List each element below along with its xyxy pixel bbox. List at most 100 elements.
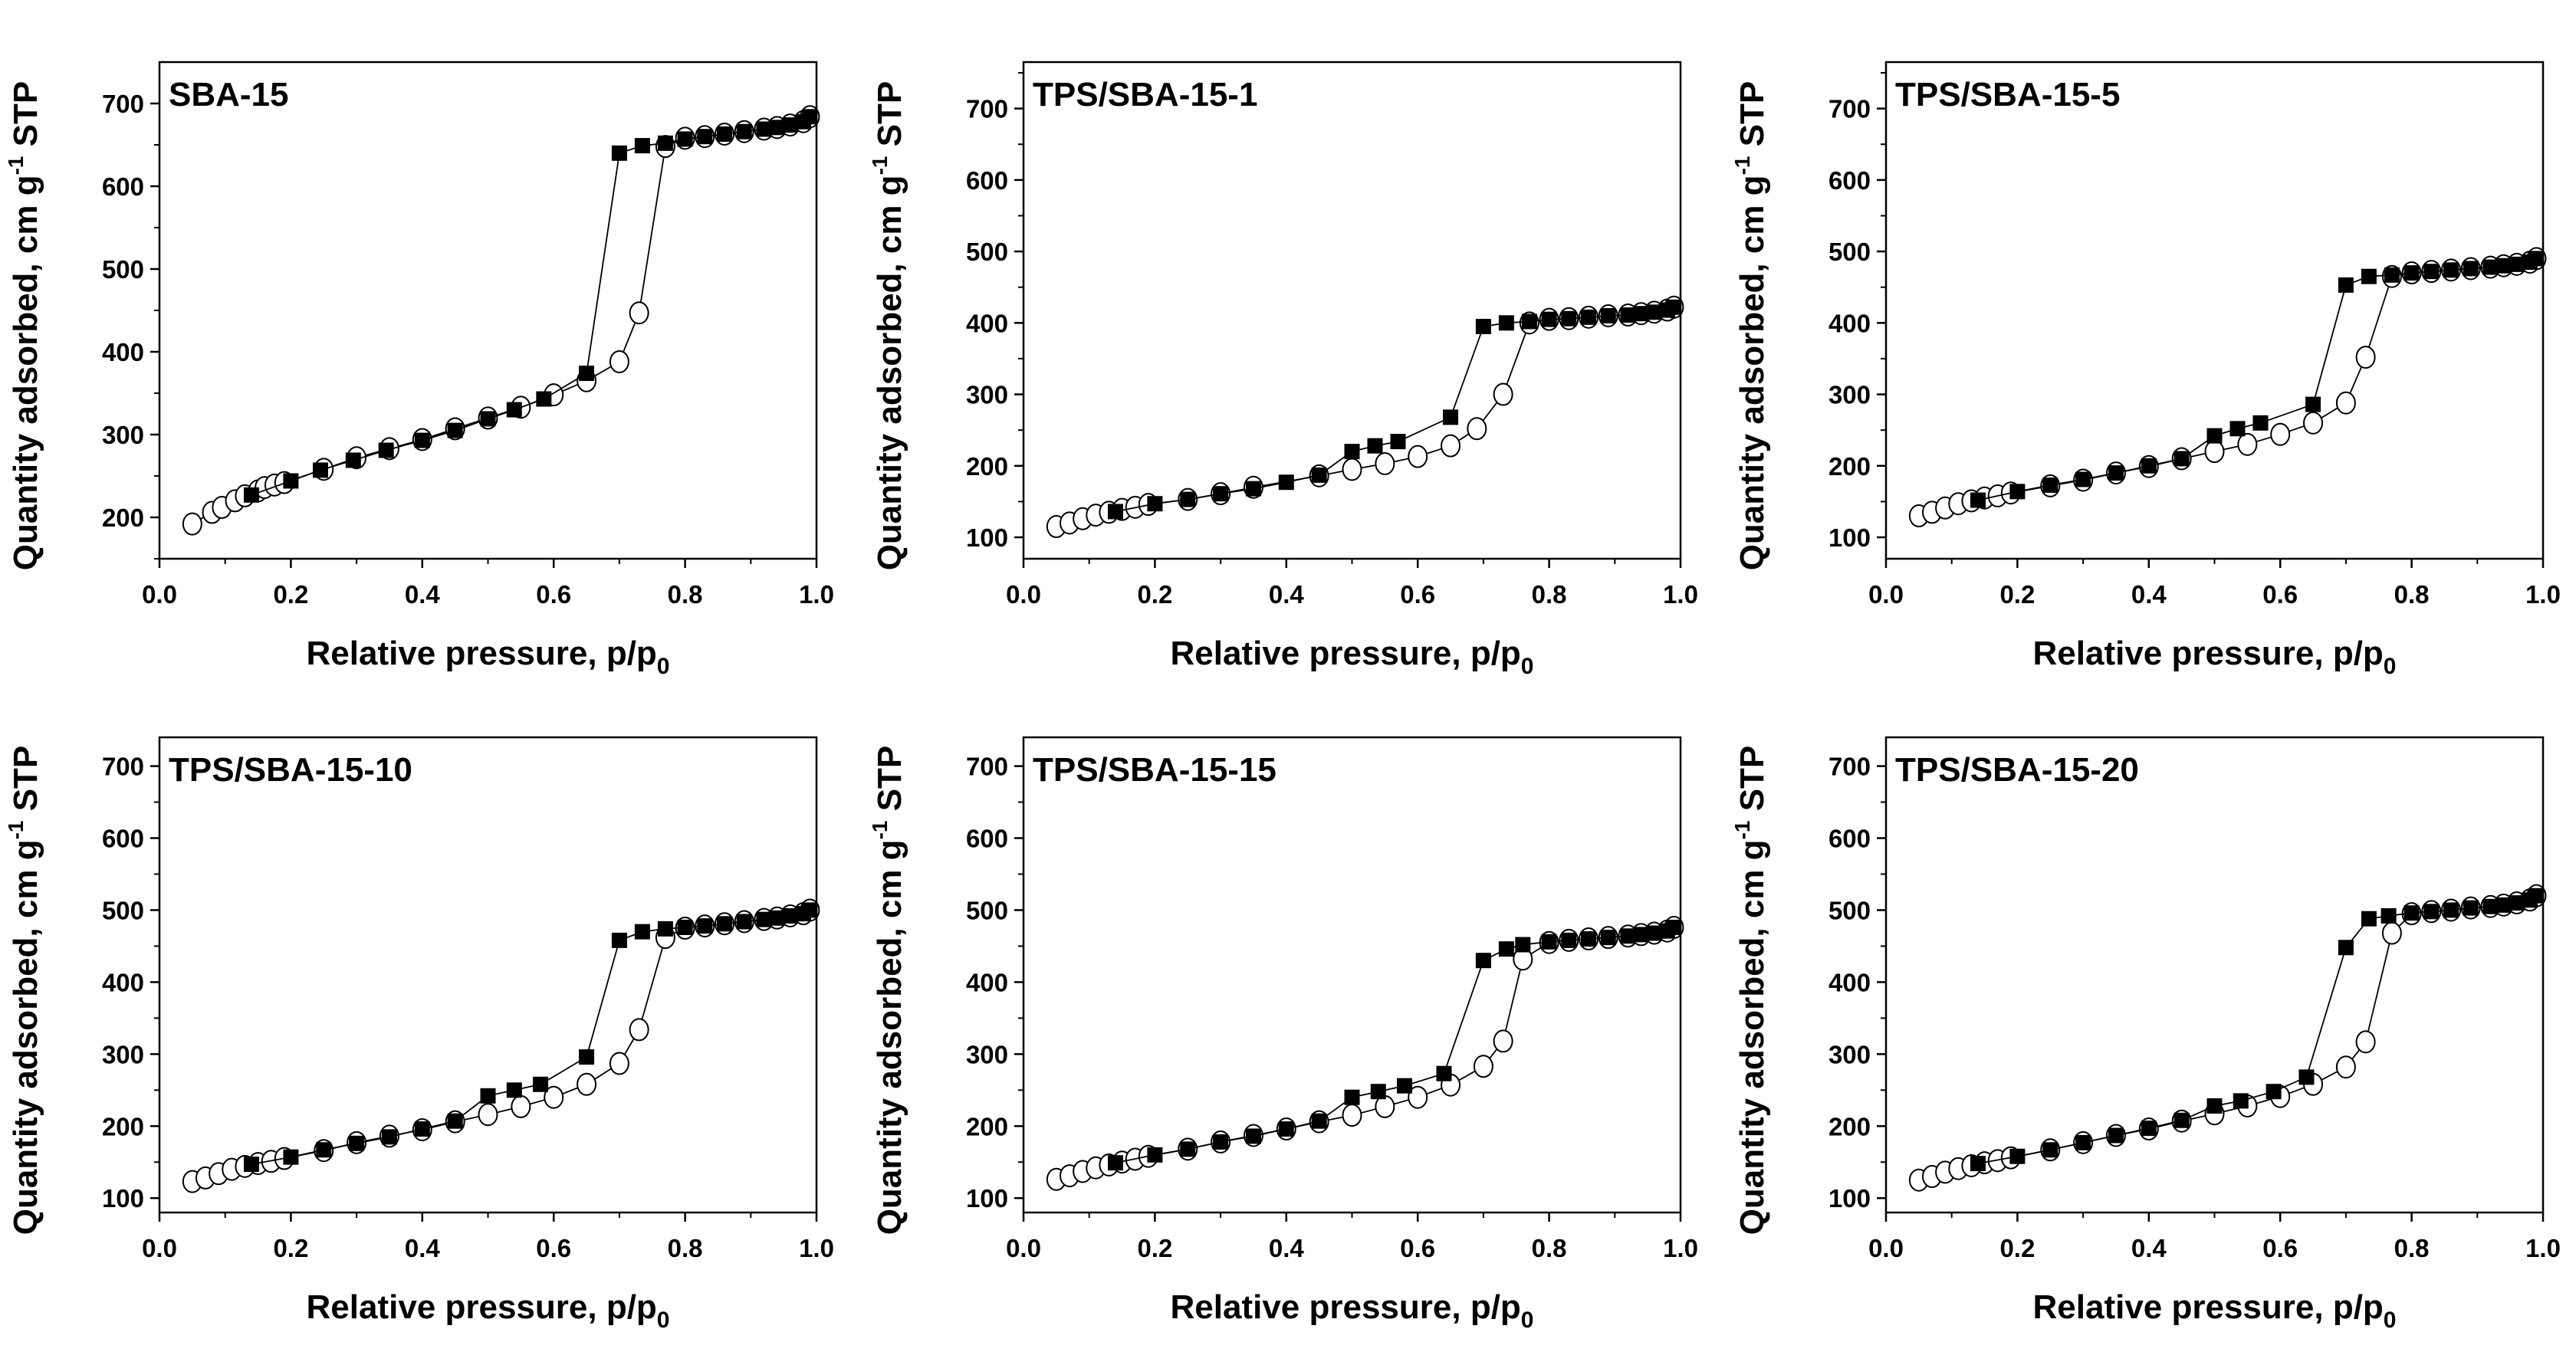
- x-axis-label-subscript: 0: [1521, 1308, 1534, 1333]
- adsorption-point: [609, 1052, 629, 1075]
- x-tick-label: 0.6: [1400, 580, 1435, 609]
- y-tick-label: 700: [966, 95, 1008, 123]
- adsorption-point: [1408, 445, 1428, 468]
- desorption-line: [1977, 258, 2537, 501]
- desorption-point: [312, 462, 328, 478]
- desorption-point: [447, 1113, 463, 1129]
- desorption-point: [634, 924, 650, 940]
- x-tick-label: 0.8: [2394, 580, 2430, 609]
- y-tick-label: 200: [1829, 452, 1871, 481]
- desorption-point: [1620, 307, 1636, 323]
- desorption-point: [2141, 458, 2157, 474]
- desorption-point: [1180, 1141, 1196, 1157]
- x-axis-label: Relative pressure, p/p0: [2033, 1288, 2397, 1333]
- desorption-point: [782, 117, 798, 133]
- y-tick-label: 200: [102, 504, 144, 532]
- desorption-point: [2509, 256, 2525, 272]
- y-tick-label: 500: [102, 896, 144, 924]
- adsorption-point: [2335, 1055, 2356, 1079]
- y-tick-label: 400: [1829, 309, 1871, 337]
- x-axis-label-text: Relative pressure, p/p: [307, 1288, 657, 1326]
- desorption-point: [2423, 264, 2440, 280]
- desorption-point: [717, 916, 733, 932]
- y-tick-label: 200: [1829, 1112, 1871, 1140]
- series-desorption: [243, 902, 818, 1173]
- desorption-point: [2229, 421, 2246, 437]
- desorption-point: [1147, 496, 1163, 512]
- chart-panel-6: 0.0 0.2 0.4 0.6 0.8 1.0 100 200 300 400 500 600 700 T…: [1730, 736, 2561, 1333]
- y-axis-label-text: Quantity adsorbed, cm g: [1733, 839, 1771, 1235]
- x-tick-label: 0.4: [405, 1234, 441, 1262]
- desorption-point: [1581, 309, 1597, 325]
- x-tick-label: 0.8: [2394, 1234, 2430, 1262]
- y-tick-label: 300: [966, 1040, 1008, 1068]
- desorption-point: [1659, 923, 1675, 939]
- x-tick-label: 0.0: [142, 1234, 177, 1262]
- y-tick-label: 300: [102, 1040, 144, 1068]
- adsorption-line: [1918, 894, 2537, 1181]
- y-axis-label-unit: STP: [1733, 746, 1771, 821]
- plot-frame: [1884, 61, 2545, 560]
- x-tick-label: 0.4: [1269, 1234, 1305, 1262]
- desorption-point: [2042, 1142, 2058, 1158]
- desorption-point: [2443, 902, 2459, 918]
- y-tick-label: 100: [1829, 523, 1871, 552]
- desorption-point: [657, 920, 673, 937]
- adsorption-point: [2303, 411, 2324, 435]
- desorption-point: [414, 1121, 430, 1137]
- adsorption-point: [1342, 1104, 1362, 1127]
- y-tick-label: 300: [1829, 1040, 1871, 1068]
- desorption-point: [1213, 486, 1229, 502]
- desorption-point: [378, 442, 394, 458]
- desorption-point: [1443, 409, 1459, 425]
- adsorption-point: [511, 1094, 531, 1118]
- x-tick-label: 0.2: [1999, 1234, 2035, 1262]
- adsorption-point: [629, 301, 649, 325]
- x-tick-label: 0.0: [142, 580, 177, 609]
- series-desorption: [1970, 888, 2545, 1172]
- y-axis-label-superscript: -1: [1730, 156, 1754, 176]
- series-desorption: [243, 109, 818, 503]
- desorption-point: [2338, 940, 2354, 956]
- desorption-point: [2009, 484, 2026, 500]
- desorption-point: [769, 910, 785, 926]
- desorption-point: [1600, 307, 1616, 323]
- desorption-point: [1213, 1134, 1229, 1150]
- desorption-point: [283, 1149, 299, 1165]
- desorption-point: [2298, 1069, 2315, 1085]
- x-tick-label: 1.0: [799, 580, 834, 609]
- y-tick-label: 600: [1829, 166, 1871, 195]
- adsorption-point: [1467, 417, 1487, 441]
- y-axis-label-superscript: -1: [4, 156, 28, 176]
- desorption-point: [1970, 1156, 1986, 1172]
- x-tick-label: 0.6: [2262, 1234, 2298, 1262]
- desorption-point: [2361, 268, 2377, 284]
- desorption-point: [2463, 900, 2479, 916]
- desorption-point: [579, 366, 595, 382]
- desorption-line: [251, 116, 810, 496]
- desorption-point: [2174, 451, 2190, 467]
- adsorption-point: [2355, 1030, 2376, 1054]
- x-axis-label-subscript: 0: [657, 1308, 670, 1333]
- desorption-point: [1633, 927, 1649, 943]
- adsorption-point: [1408, 1085, 1428, 1109]
- desorption-point: [1498, 315, 1514, 331]
- x-axis-label-text: Relative pressure, p/p: [307, 635, 657, 672]
- desorption-point: [243, 487, 259, 503]
- desorption-point: [2463, 261, 2479, 277]
- x-axis-label: Relative pressure, p/p0: [307, 1288, 670, 1333]
- y-axis-label-unit: STP: [871, 81, 909, 156]
- x-axis-label-subscript: 0: [2384, 1308, 2397, 1333]
- series-adsorption: [1908, 247, 2547, 528]
- y-axis-label: Quantity adsorbed, cm g-1 STP: [1730, 81, 1771, 571]
- desorption-line: [1115, 306, 1674, 513]
- desorption-point: [1436, 1065, 1452, 1081]
- x-axis-label-subscript: 0: [2384, 654, 2397, 679]
- desorption-point: [2206, 428, 2223, 444]
- y-axis-label: Quantity adsorbed, cm g-1 STP: [868, 746, 909, 1236]
- adsorption-line: [1056, 927, 1674, 1180]
- desorption-point: [1541, 934, 1557, 950]
- y-tick-label: 200: [102, 1112, 144, 1140]
- y-axis-label-text: Quantity adsorbed, cm g: [7, 175, 44, 570]
